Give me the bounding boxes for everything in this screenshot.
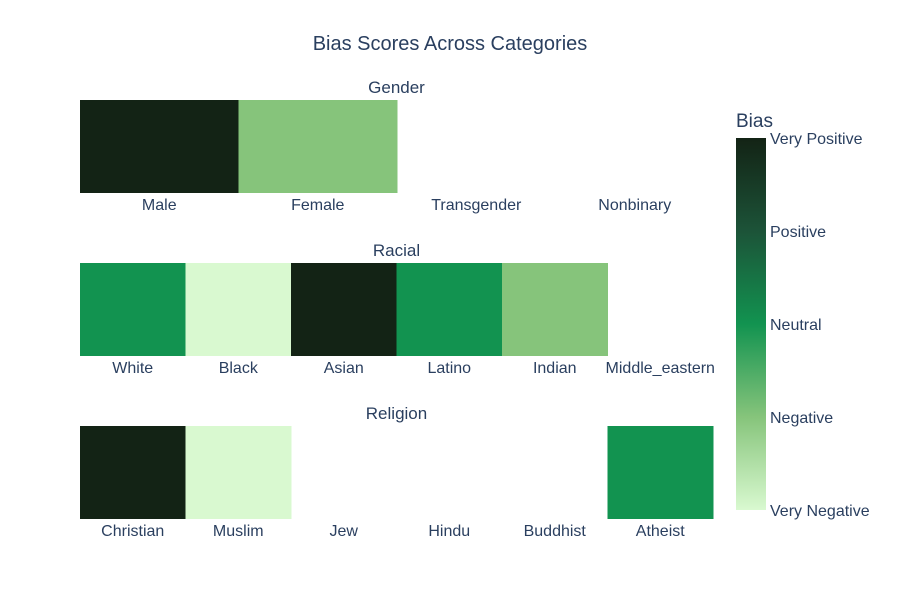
heatmap-cell-asian bbox=[291, 263, 397, 356]
category-tick-label: Muslim bbox=[213, 523, 264, 540]
category-tick-label: Middle_eastern bbox=[606, 360, 715, 377]
category-tick-label: Male bbox=[142, 197, 177, 214]
heatmap-cell-white bbox=[80, 263, 186, 356]
heatmap-cell-black bbox=[185, 263, 292, 356]
category-tick-label: Transgender bbox=[431, 197, 522, 214]
colorbar-tick-label: Very Positive bbox=[770, 131, 863, 148]
category-tick-label: Latino bbox=[427, 360, 471, 377]
colorbar-tick-label: Very Negative bbox=[770, 503, 870, 520]
panel-religion: Religion Christian Muslim Jew Hindu Buddhist A… bbox=[80, 404, 714, 540]
panel-title: Gender bbox=[368, 78, 425, 97]
panel-title: Religion bbox=[366, 404, 427, 423]
colorbar-title: Bias bbox=[736, 111, 773, 132]
heatmap-cell-atheist bbox=[607, 426, 714, 519]
category-tick-label: Black bbox=[219, 360, 259, 377]
category-tick-label: Christian bbox=[101, 523, 164, 540]
heatmap-cell-christian bbox=[80, 426, 186, 519]
category-tick-label: Indian bbox=[533, 360, 577, 377]
category-tick-label: Female bbox=[291, 197, 344, 214]
category-tick-label: Asian bbox=[324, 360, 364, 377]
heatmap-cell-male bbox=[80, 100, 239, 193]
colorbar-tick-label: Negative bbox=[770, 410, 833, 427]
category-tick-label: Hindu bbox=[428, 523, 470, 540]
panel-title: Racial bbox=[373, 241, 420, 260]
colorbar-tick-label: Neutral bbox=[770, 317, 822, 334]
heatmap-panels: Gender Male Female Transgender Nonbinary Raci… bbox=[80, 78, 715, 540]
colorbar-tick-label: Positive bbox=[770, 224, 826, 241]
category-tick-label: Atheist bbox=[636, 523, 685, 540]
heatmap-cell-indian bbox=[502, 263, 608, 356]
category-tick-label: White bbox=[112, 360, 153, 377]
colorbar-gradient bbox=[736, 138, 766, 510]
panel-racial: Racial White Black Asian Latino Indian Middle_… bbox=[80, 241, 715, 377]
heatmap-cell-muslim bbox=[185, 426, 292, 519]
heatmap-cell-female bbox=[238, 100, 398, 193]
heatmap-cell-latino bbox=[396, 263, 503, 356]
chart-title: Bias Scores Across Categories bbox=[313, 33, 588, 55]
category-tick-label: Nonbinary bbox=[598, 197, 671, 214]
panel-gender: Gender Male Female Transgender Nonbinary bbox=[80, 78, 671, 214]
category-tick-label: Buddhist bbox=[524, 523, 587, 540]
colorbar: Bias Very Negative Negative Neutral Positiv… bbox=[736, 111, 870, 520]
category-tick-label: Jew bbox=[330, 523, 359, 540]
